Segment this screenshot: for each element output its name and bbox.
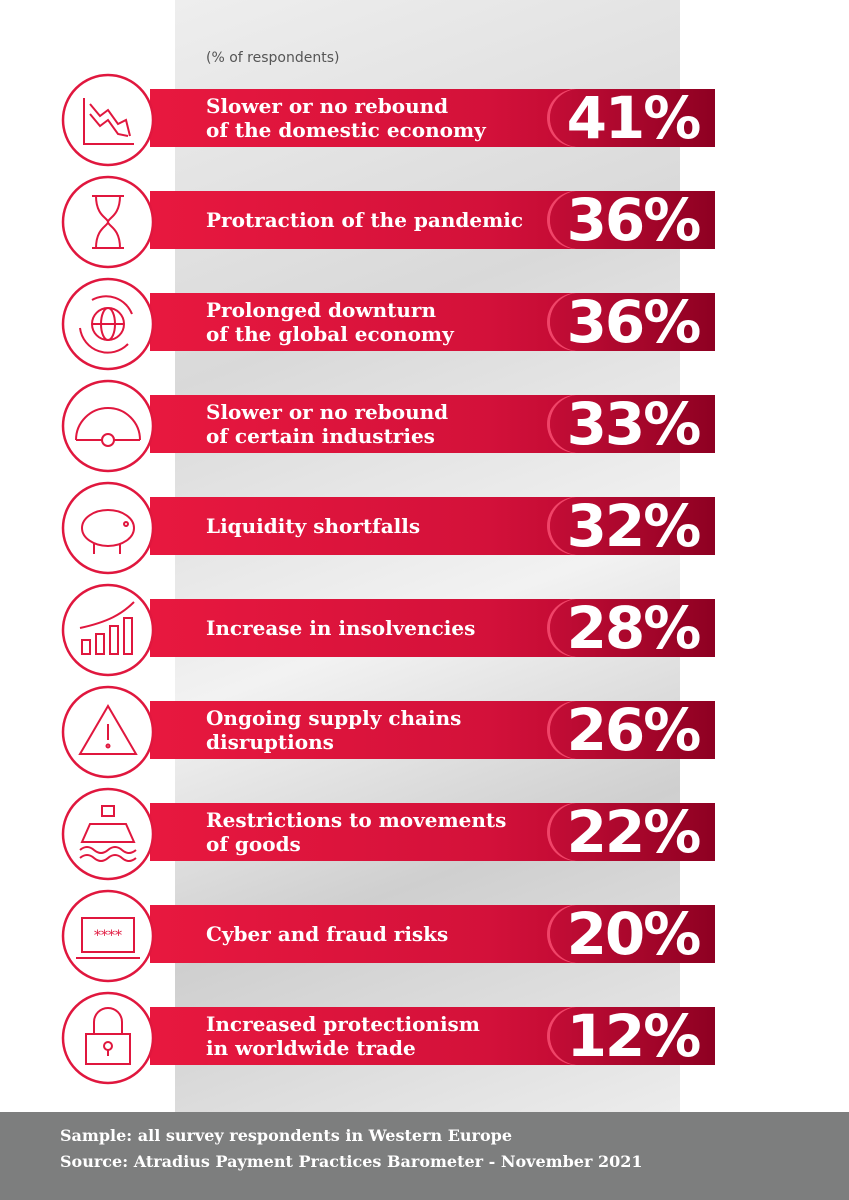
label-line: Cyber and fraud risks — [206, 922, 449, 946]
label-line: of certain industries — [206, 424, 435, 448]
icon — [60, 786, 156, 886]
icon — [60, 480, 156, 580]
icon — [60, 378, 156, 478]
value-badge — [550, 395, 715, 453]
icon-graphic — [61, 991, 155, 1085]
label-line: of the domestic economy — [206, 118, 486, 142]
label-line: of the global economy — [206, 322, 454, 346]
icon-graphic — [61, 379, 155, 473]
item-row: Increased protectionism in worldwide trad… — [0, 984, 849, 1086]
item-label: Cyber and fraud risks — [206, 905, 448, 963]
item-value: 12% — [566, 1002, 702, 1070]
item-value: 26% — [566, 696, 702, 764]
item-value: 36% — [566, 288, 702, 356]
label-line: Slower or no rebound — [206, 94, 449, 118]
label-line: in worldwide trade — [206, 1036, 416, 1060]
icon — [60, 582, 156, 682]
icon-graphic: **** — [61, 889, 155, 983]
icon — [60, 990, 156, 1090]
footer: Sample: all survey respondents in Wester… — [0, 1112, 849, 1200]
item-label: Increased protectionism in worldwide trad… — [206, 1007, 480, 1065]
item-value: 33% — [566, 390, 702, 458]
item-label: Increase in insolvencies — [206, 599, 475, 657]
subtitle: (% of respondents) — [206, 50, 340, 66]
item-row: Slower or no rebound of certain industrie… — [0, 372, 849, 474]
source-note: Source: Atradius Payment Practices Barom… — [60, 1152, 643, 1171]
item-row: **** Cyber and fraud risks 20% — [0, 882, 849, 984]
icon-graphic — [61, 175, 155, 269]
item-label: Slower or no rebound of certain industrie… — [206, 395, 448, 453]
label-line: Restrictions to movements — [206, 808, 507, 832]
label-line: Increase in insolvencies — [206, 616, 476, 640]
value-badge — [550, 701, 715, 759]
svg-text:****: **** — [94, 928, 122, 944]
value-badge — [550, 1007, 715, 1065]
label-line: Increased protectionism — [206, 1012, 480, 1036]
item-value: 32% — [566, 492, 702, 560]
icon-graphic — [61, 481, 155, 575]
item-value: 22% — [566, 798, 702, 866]
icon — [60, 276, 156, 376]
item-row: Prolonged downturn of the global economy 3… — [0, 270, 849, 372]
item-label: Protraction of the pandemic — [206, 191, 523, 249]
label-line: of goods — [206, 832, 301, 856]
icon-graphic — [61, 787, 155, 881]
icon-graphic — [61, 685, 155, 779]
value-badge — [550, 599, 715, 657]
label-line: Ongoing supply chains — [206, 706, 462, 730]
label-line: Liquidity shortfalls — [206, 514, 421, 538]
label-line: Slower or no rebound — [206, 400, 449, 424]
label-line: Protraction of the pandemic — [206, 208, 524, 232]
icon-graphic — [61, 583, 155, 677]
icon-graphic — [61, 277, 155, 371]
item-row: Ongoing supply chains disruptions 26% — [0, 678, 849, 780]
item-value: 28% — [566, 594, 702, 662]
icon — [60, 174, 156, 274]
value-badge — [550, 293, 715, 351]
item-row: Increase in insolvencies 28% — [0, 576, 849, 678]
icon — [60, 72, 156, 172]
item-value: 36% — [566, 186, 702, 254]
item-label: Liquidity shortfalls — [206, 497, 420, 555]
icon: **** — [60, 888, 156, 988]
icon — [60, 684, 156, 784]
item-row: Slower or no rebound of the domestic econ… — [0, 66, 849, 168]
icon-graphic — [61, 73, 155, 167]
item-label: Slower or no rebound of the domestic econ… — [206, 89, 486, 147]
item-row: Liquidity shortfalls 32% — [0, 474, 849, 576]
value-badge — [550, 497, 715, 555]
value-badge — [550, 191, 715, 249]
item-row: Protraction of the pandemic 36% — [0, 168, 849, 270]
item-row: Restrictions to movements of goods 22% — [0, 780, 849, 882]
value-badge — [550, 803, 715, 861]
item-label: Prolonged downturn of the global economy — [206, 293, 454, 351]
label-line: Prolonged downturn — [206, 298, 436, 322]
item-label: Ongoing supply chains disruptions — [206, 701, 461, 759]
sample-note: Sample: all survey respondents in Wester… — [60, 1126, 512, 1145]
value-badge — [550, 89, 715, 147]
label-line: disruptions — [206, 730, 334, 754]
item-value: 20% — [566, 900, 702, 968]
item-label: Restrictions to movements of goods — [206, 803, 506, 861]
value-badge — [550, 905, 715, 963]
item-value: 41% — [566, 84, 702, 152]
